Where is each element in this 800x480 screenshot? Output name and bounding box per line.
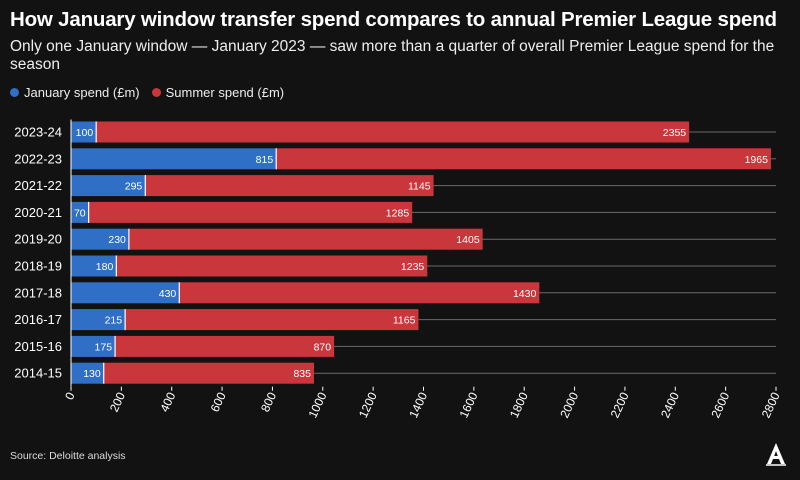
- bar-january: [71, 362, 104, 384]
- bar-summer: [276, 148, 771, 170]
- data-label-summer: 1285: [386, 207, 410, 219]
- data-label-summer: 2355: [663, 127, 687, 139]
- data-label-january: 230: [108, 234, 126, 246]
- bar-january: [71, 175, 146, 197]
- x-tick-label: 800: [258, 390, 279, 414]
- category-label: 2016-17: [14, 312, 62, 327]
- data-label-january: 430: [159, 288, 177, 300]
- x-tick-label: 1400: [406, 390, 430, 420]
- bar-summer: [88, 201, 413, 223]
- bar-summer: [125, 309, 419, 331]
- bar-january: [71, 309, 126, 331]
- data-label-january: 100: [76, 127, 94, 139]
- data-label-january: 215: [105, 315, 123, 327]
- chart-title: How January window transfer spend compar…: [10, 8, 777, 31]
- legend-label-summer: Summer spend (£m): [165, 85, 285, 100]
- x-tick-label: 1200: [356, 390, 380, 420]
- legend-item-summer: Summer spend (£m): [151, 85, 285, 100]
- data-label-summer: 1430: [513, 288, 537, 300]
- athletic-logo-icon: [764, 442, 788, 466]
- x-tick-label: 400: [157, 390, 178, 414]
- data-label-summer: 1165: [393, 315, 416, 327]
- category-label: 2014-15: [14, 366, 62, 381]
- data-label-january: 815: [256, 154, 274, 166]
- bar-january: [71, 228, 129, 250]
- category-label: 2020-21: [14, 205, 62, 220]
- bar-summer: [116, 255, 428, 277]
- athletic-logo-glyph: [766, 443, 786, 466]
- data-label-january: 130: [83, 368, 101, 380]
- x-tick-label: 0: [62, 390, 78, 402]
- x-tick-label: 2200: [608, 390, 632, 420]
- bar-january: [71, 121, 97, 143]
- bar-january: [71, 282, 180, 304]
- category-label: 2017-18: [14, 285, 62, 300]
- data-label-summer: 870: [314, 341, 332, 353]
- legend-item-january: January spend (£m): [10, 85, 140, 100]
- category-label: 2021-22: [14, 178, 62, 193]
- bar-summer: [103, 362, 314, 384]
- x-tick-label: 2600: [708, 390, 732, 420]
- data-label-summer: 1965: [745, 154, 769, 166]
- category-label: 2019-20: [14, 232, 62, 247]
- legend-dot-january: [10, 88, 19, 97]
- data-label-january: 70: [74, 207, 86, 219]
- chart-subtitle: Only one January window — January 2023 —…: [10, 38, 775, 73]
- bar-summer: [128, 228, 483, 250]
- x-tick-label: 600: [208, 390, 229, 414]
- data-label-summer: 1405: [456, 234, 480, 246]
- category-label: 2018-19: [14, 259, 62, 274]
- data-label-summer: 1145: [408, 181, 431, 193]
- chart-legend: January spend (£m) Summer spend (£m): [10, 85, 296, 100]
- bar-january: [71, 148, 277, 170]
- bar-january: [71, 201, 89, 223]
- x-tick-label: 2800: [759, 390, 783, 420]
- category-label: 2023-24: [14, 125, 62, 140]
- data-label-january: 180: [96, 261, 114, 273]
- data-label-january: 295: [125, 181, 143, 193]
- legend-dot-summer: [151, 88, 161, 97]
- category-label: 2015-16: [14, 339, 62, 354]
- x-tick-label: 200: [107, 390, 128, 414]
- legend-label-january: January spend (£m): [24, 85, 140, 100]
- data-label-summer: 835: [293, 368, 311, 380]
- data-label-summer: 1235: [401, 261, 425, 273]
- x-tick-label: 1000: [306, 390, 330, 420]
- x-tick-label: 2400: [658, 390, 682, 420]
- x-tick-label: 2000: [557, 390, 581, 420]
- bar-summer: [115, 335, 335, 357]
- data-label-january: 175: [95, 341, 113, 353]
- category-label: 2022-23: [14, 151, 62, 166]
- bar-january: [71, 335, 116, 357]
- bar-summer: [145, 175, 434, 197]
- x-tick-label: 1600: [457, 390, 481, 420]
- bar-summer: [179, 282, 540, 304]
- bar-january: [71, 255, 117, 277]
- x-tick-label: 1800: [507, 390, 531, 420]
- source-note: Source: Deloitte analysis: [10, 450, 126, 462]
- bar-summer: [96, 121, 690, 143]
